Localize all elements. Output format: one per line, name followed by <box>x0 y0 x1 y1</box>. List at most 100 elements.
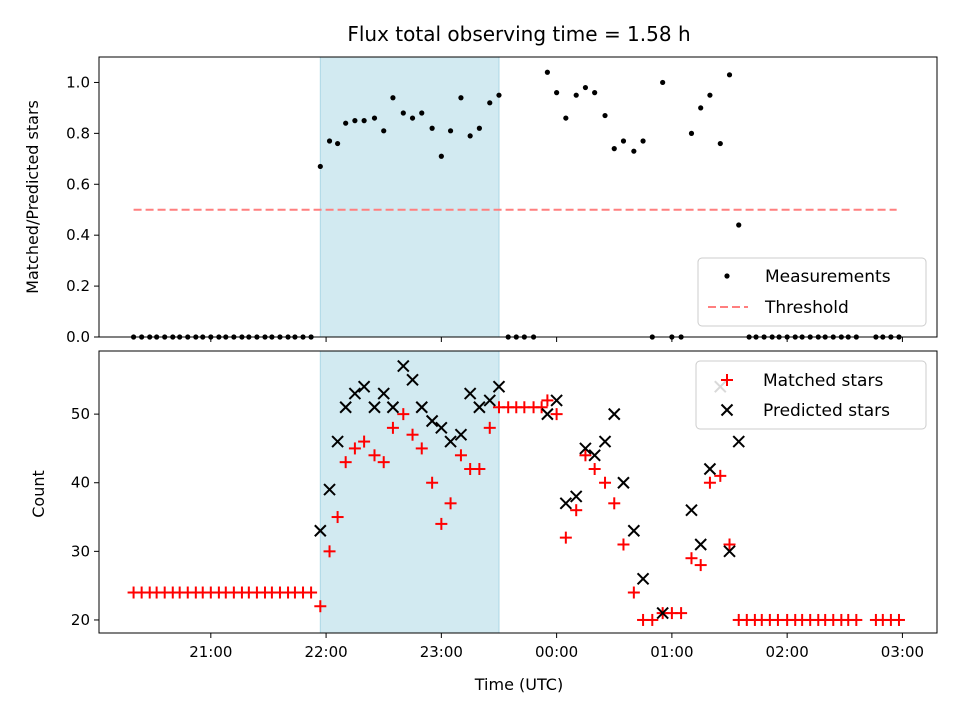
measurement-point <box>400 110 406 116</box>
count-y-tick-label: 40 <box>71 474 90 492</box>
x-b <box>492 380 506 393</box>
predicted-star-point <box>598 435 612 448</box>
measurement-point <box>592 90 598 96</box>
predicted-star-point <box>588 449 601 462</box>
matched-star-point <box>723 538 736 551</box>
ratio-y-tick-label: 0.4 <box>66 226 90 244</box>
predicted-star-point <box>483 394 496 407</box>
matched-star-point <box>703 476 716 489</box>
x-b <box>636 572 650 586</box>
measurement-point <box>582 84 589 91</box>
predicted-star-point <box>694 538 707 551</box>
x-tick-label: 21:00 <box>189 643 232 661</box>
predicted-star-point <box>608 407 621 421</box>
chart-title: Flux total observing time = 1.58 h <box>347 22 690 46</box>
x-b <box>627 524 641 537</box>
x-b <box>617 476 630 489</box>
legend-matched-marker <box>721 374 733 386</box>
measurement-point <box>476 125 482 131</box>
x-b <box>444 435 457 448</box>
x-tick-label: 23:00 <box>420 643 463 661</box>
predicted-star-point <box>627 524 641 537</box>
x-tick-label: 02:00 <box>766 643 809 661</box>
predicted-star-point <box>473 401 486 414</box>
predicted-star-point <box>463 387 477 400</box>
x-b <box>732 435 745 448</box>
measurement-point <box>352 118 358 124</box>
x-b <box>473 401 486 414</box>
measurement-point <box>573 92 579 98</box>
measurement-point <box>554 90 560 96</box>
matched-star-point <box>550 408 563 421</box>
matched-star-point <box>386 421 399 434</box>
predicted-star-point <box>339 401 352 414</box>
x-b <box>579 442 592 455</box>
measurement-point <box>317 163 323 170</box>
measurement-point <box>602 112 608 119</box>
count-ylabel: Count <box>29 470 48 518</box>
measurement-point <box>438 153 444 159</box>
x-b <box>541 407 554 421</box>
legend-predicted-marker <box>720 403 734 417</box>
matched-star-point <box>397 408 410 421</box>
observing-span-1 <box>319 56 500 338</box>
measurement-point <box>707 92 713 98</box>
ratio-y-tick-label: 0.6 <box>66 175 90 193</box>
measurement-point <box>611 146 617 152</box>
ratio-y-tick-label: 0.0 <box>66 328 90 346</box>
x-tick-label: 03:00 <box>881 643 924 661</box>
predicted-star-point <box>425 414 439 428</box>
measurement-point <box>726 72 733 78</box>
matched-star-point <box>331 511 344 524</box>
predicted-star-point <box>732 435 745 448</box>
matched-star-point <box>415 442 428 455</box>
predicted-star-point <box>444 435 457 448</box>
x-tick-label: 22:00 <box>304 643 347 661</box>
measurement-point <box>496 92 502 98</box>
measurement-point <box>487 100 493 106</box>
x-b <box>357 380 371 393</box>
ratio-y-tick-label: 1.0 <box>66 73 90 91</box>
matched-star-point <box>473 463 486 476</box>
x-b <box>550 394 563 407</box>
x-b <box>570 490 583 503</box>
matched-star-point <box>358 435 371 448</box>
measurement-point <box>390 95 396 101</box>
predicted-star-point <box>559 497 573 510</box>
measurement-point <box>429 125 435 131</box>
ratio-y-tick-label: 0.2 <box>66 277 90 295</box>
x-b <box>415 401 428 414</box>
measurement-point <box>409 115 416 121</box>
matched-star-point <box>348 442 361 455</box>
x-b <box>723 545 736 558</box>
measurement-point <box>688 130 695 136</box>
x-b <box>339 401 352 414</box>
ratio-ylabel: Matched/Predicted stars <box>23 100 42 294</box>
observing-span-2 <box>319 350 500 634</box>
x-b <box>454 428 468 441</box>
measurement-point <box>698 105 704 111</box>
x-b <box>386 401 400 414</box>
x-b <box>720 403 734 417</box>
matched-star-point <box>850 613 863 626</box>
x-b <box>483 394 496 407</box>
legend-matched-label: Matched stars <box>763 371 883 391</box>
predicted-star-point <box>397 359 410 373</box>
predicted-star-point <box>685 503 698 517</box>
measurement-point <box>326 138 333 144</box>
predicted-star-point <box>492 380 506 393</box>
count-y-tick-label: 30 <box>71 542 90 560</box>
predicted-star-point <box>357 380 371 393</box>
matched-star-point <box>339 456 352 469</box>
matched-star-point <box>454 449 467 462</box>
measurement-point <box>335 140 341 147</box>
count-legend-box <box>695 360 927 430</box>
matched-star-point <box>617 538 630 551</box>
matched-star-point <box>368 449 381 462</box>
matched-star-point <box>314 600 327 613</box>
measurement-point <box>419 110 425 116</box>
ratio-panel-frame <box>98 56 938 338</box>
legend-measurements-label: Measurements <box>765 267 891 287</box>
ratio-legend: Measurements Threshold <box>697 257 927 327</box>
predicted-star-point <box>323 483 336 496</box>
